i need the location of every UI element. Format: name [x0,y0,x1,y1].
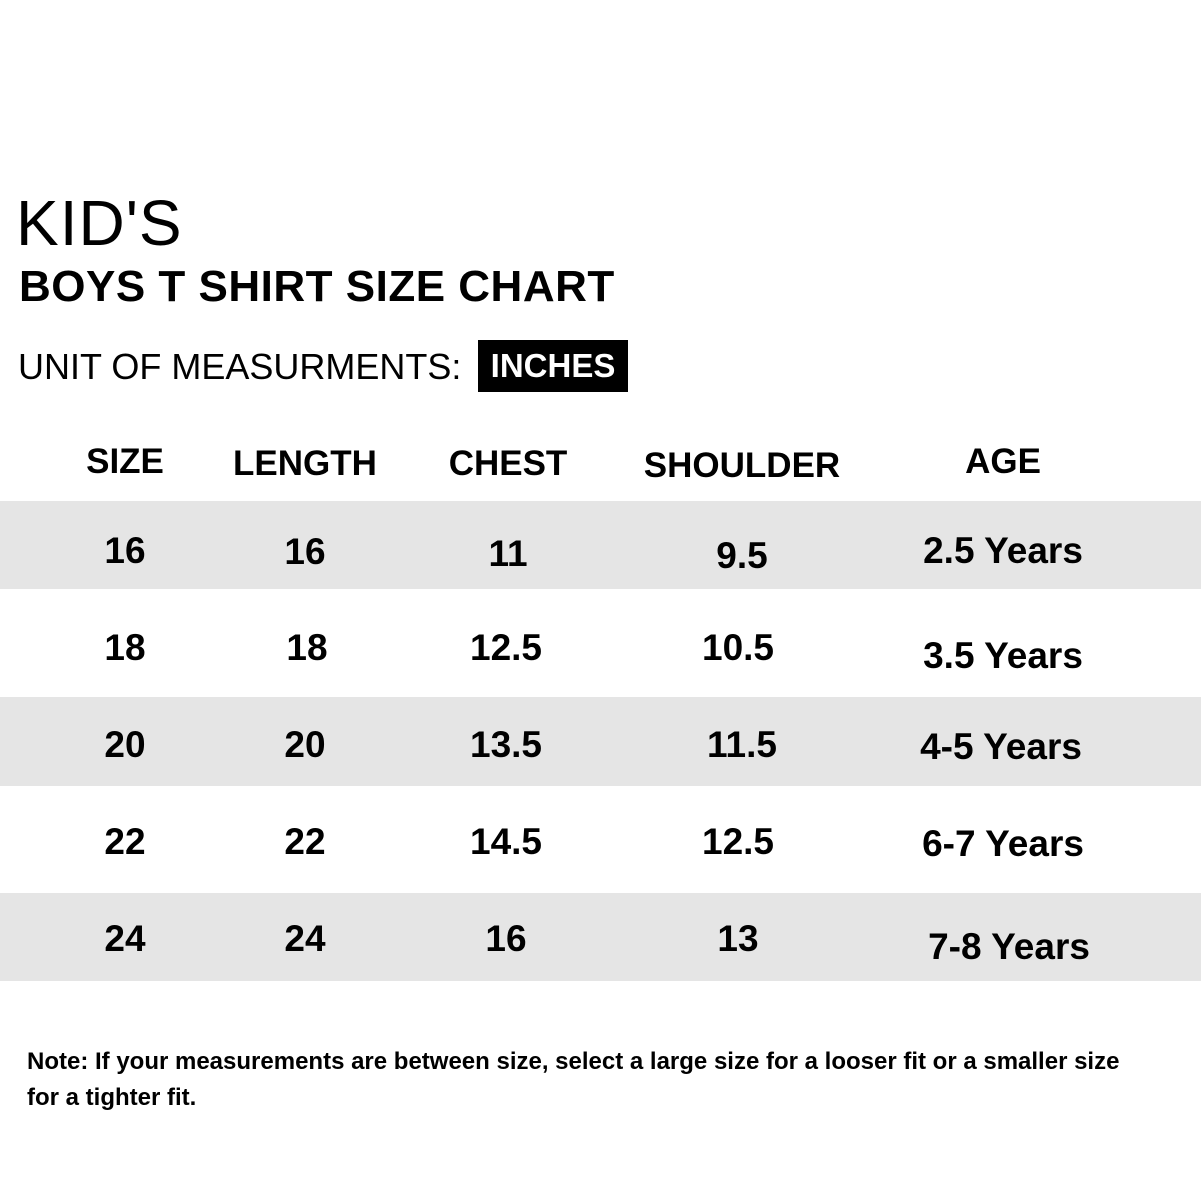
row-band [0,697,1201,786]
column-header-size: SIZE [86,442,164,481]
table-cell-length: 24 [284,918,326,959]
table-cell-age: 7-8 Years [928,926,1090,967]
table-cell-age: 3.5 Years [923,635,1083,676]
column-header-chest: CHEST [448,444,568,483]
table-cell-length: 16 [284,531,326,572]
table-cell-chest: 14.5 [469,821,543,862]
fit-note: Note: If your measurements are between s… [27,1048,1120,1111]
table-cell-size: 16 [104,530,146,571]
table-cell-shoulder: 9.5 [716,535,768,576]
table-cell-shoulder: 11.5 [707,724,777,765]
column-header-shoulder: SHOULDER [643,446,841,485]
table-cell-length: 20 [284,724,326,765]
table-cell-shoulder: 10.5 [701,627,775,668]
table-cell-chest: 13.5 [469,724,543,765]
table-cell-length: 18 [286,627,328,668]
table-cell-age: 2.5 Years [923,530,1083,571]
unit-badge: INCHES [478,340,628,392]
row-band [0,893,1201,981]
table-cell-chest: 11 [488,533,528,574]
table-cell-age: 6-7 Years [922,823,1084,864]
table-cell-length: 22 [284,821,326,862]
table-cell-size: 24 [104,918,146,959]
table-cell-shoulder: 12.5 [701,821,775,862]
kids-heading: KID'S [16,187,183,259]
page-title: BOYS T SHIRT SIZE CHART [19,262,615,311]
column-header-age: AGE [965,442,1041,481]
row-band [0,501,1201,589]
table-cell-size: 22 [104,821,146,862]
table-cell-shoulder: 13 [717,918,759,959]
table-cell-chest: 12.5 [469,627,543,668]
table-cell-size: 20 [104,724,146,765]
table-cell-size: 18 [104,627,146,668]
table-cell-chest: 16 [485,918,527,959]
unit-label: UNIT OF MEASURMENTS: [18,346,462,387]
table-cell-age: 4-5 Years [920,726,1082,767]
column-header-length: LENGTH [233,444,377,483]
